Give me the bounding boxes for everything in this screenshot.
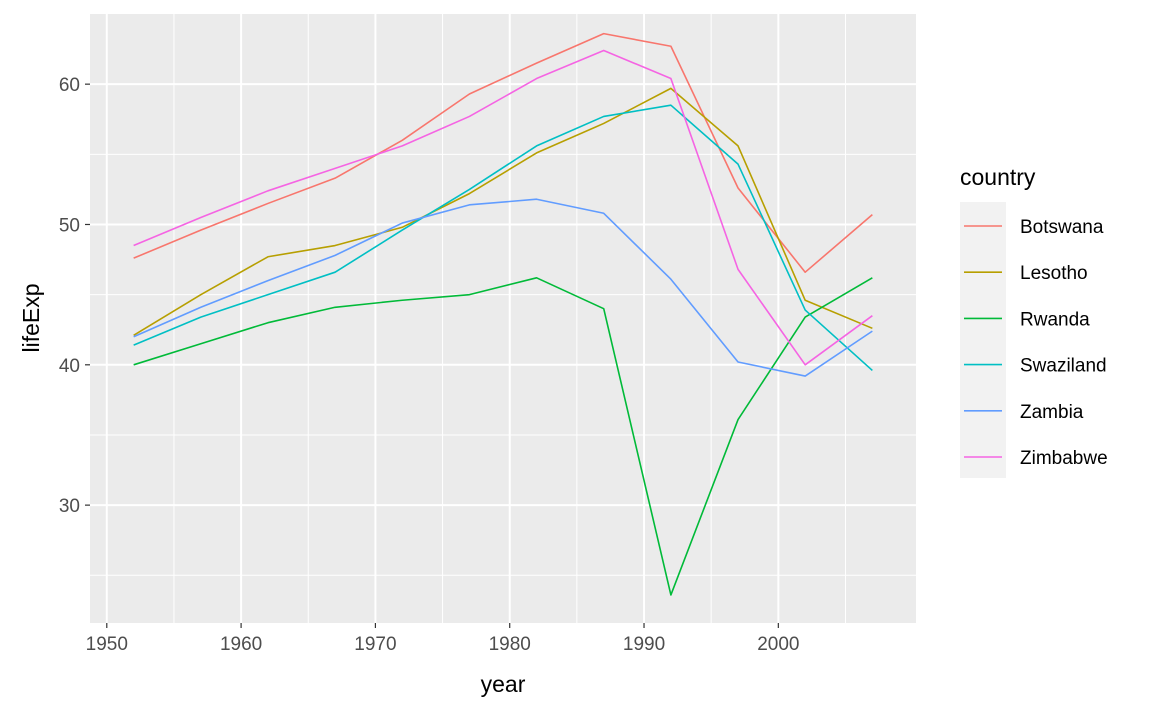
x-axis: 1950 1960 1970 1980 1990 2000 bbox=[86, 623, 799, 655]
legend-label-botswana: Botswana bbox=[1020, 217, 1104, 238]
series-line-rwanda bbox=[133, 277, 873, 596]
legend-label-zambia: Zambia bbox=[1020, 402, 1084, 423]
y-tick-label: 30 bbox=[59, 496, 80, 517]
y-axis-title: lifeExp bbox=[18, 283, 44, 352]
x-tick-label: 2000 bbox=[757, 634, 799, 655]
x-tick-label: 1990 bbox=[623, 634, 665, 655]
y-tick-label: 40 bbox=[59, 356, 80, 377]
y-tick-label: 50 bbox=[59, 215, 80, 236]
legend-title: country bbox=[960, 164, 1036, 190]
series-line-lesotho bbox=[133, 87, 873, 337]
series-line-zimbabwe bbox=[133, 49, 873, 366]
x-tick-label: 1960 bbox=[220, 634, 262, 655]
legend-label-rwanda: Rwanda bbox=[1020, 309, 1090, 330]
major-gridlines bbox=[90, 14, 916, 623]
x-axis-title: year bbox=[481, 671, 526, 697]
series-line-botswana bbox=[133, 32, 873, 273]
x-tick-label: 1950 bbox=[86, 634, 128, 655]
y-tick-label: 60 bbox=[59, 75, 80, 96]
plot-panel bbox=[90, 14, 916, 623]
y-axis: 30 40 50 60 bbox=[59, 75, 90, 517]
x-tick-label: 1980 bbox=[489, 634, 531, 655]
legend-key-background bbox=[960, 202, 1006, 478]
x-tick-label: 1970 bbox=[354, 634, 396, 655]
legend-items: Botswana Lesotho Rwanda Swaziland Zambia Zimb… bbox=[964, 217, 1108, 469]
legend-label-swaziland: Swaziland bbox=[1020, 356, 1107, 377]
legend: country Botswana Lesotho Rwanda Swaziland Za… bbox=[960, 164, 1108, 478]
series-line-swaziland bbox=[133, 104, 873, 372]
legend-label-lesotho: Lesotho bbox=[1020, 263, 1088, 284]
series-line-zambia bbox=[133, 198, 873, 377]
legend-label-zimbabwe: Zimbabwe bbox=[1020, 448, 1108, 469]
series-lines bbox=[133, 32, 873, 596]
